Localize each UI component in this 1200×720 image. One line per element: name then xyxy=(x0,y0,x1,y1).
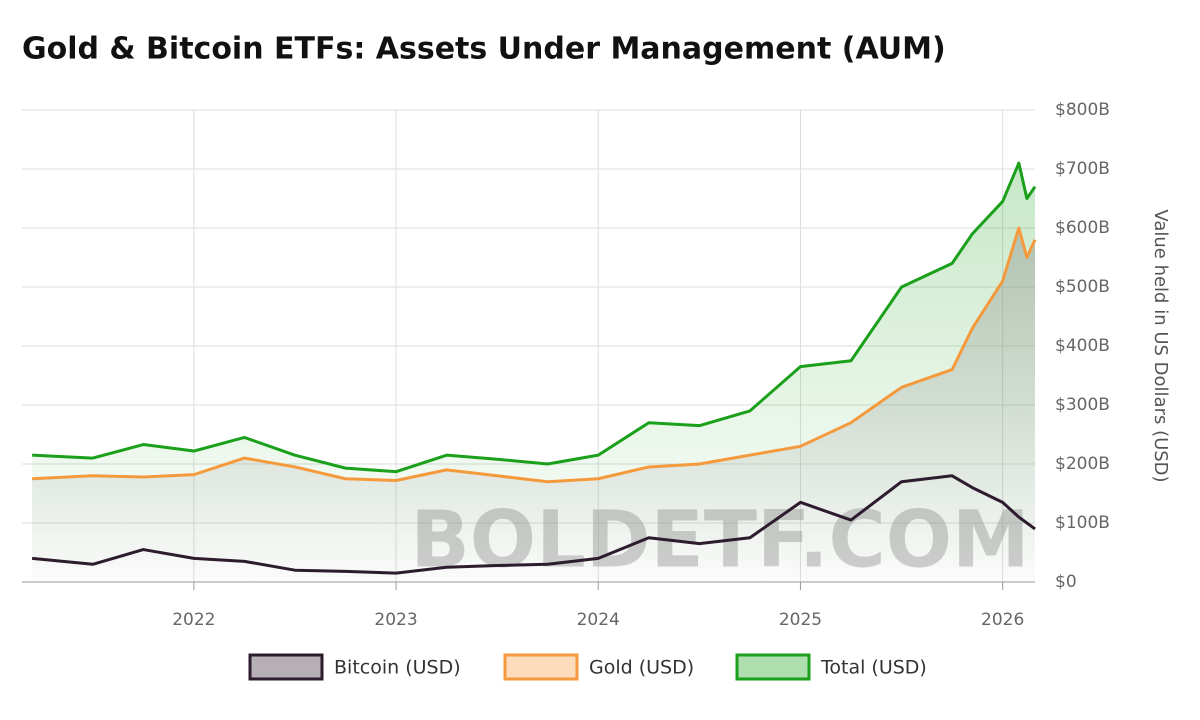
legend-swatch xyxy=(503,653,579,681)
line xyxy=(31,474,1036,575)
y-tick-label: $200B xyxy=(1055,454,1110,474)
x-tick-label: 2023 xyxy=(374,610,417,630)
line xyxy=(32,161,1037,474)
legend-swatch xyxy=(735,653,811,681)
y-tick-label: $500B xyxy=(1055,277,1110,297)
x-tick-label: 2022 xyxy=(172,610,215,630)
legend-label: Bitcoin (USD) xyxy=(334,657,461,679)
y-tick-label: $400B xyxy=(1055,336,1110,356)
y-axis-label: Value held in US Dollars (USD) xyxy=(1150,209,1171,482)
y-tick-label: $700B xyxy=(1055,159,1110,179)
y-tick-label: $300B xyxy=(1055,395,1110,415)
y-tick-label: $100B xyxy=(1055,513,1110,533)
y-tick-label: $0 xyxy=(1055,572,1077,592)
legend-swatch xyxy=(248,653,324,681)
x-tick-label: 2025 xyxy=(779,610,822,630)
chart-title: Gold & Bitcoin ETFs: Assets Under Manage… xyxy=(22,32,946,67)
legend-label: Total (USD) xyxy=(820,657,927,679)
area xyxy=(32,228,1035,582)
x-tick-label: 2026 xyxy=(981,610,1024,630)
legend-label: Gold (USD) xyxy=(589,657,694,679)
y-tick-label: $800B xyxy=(1055,100,1110,120)
line xyxy=(32,226,1037,484)
y-tick-label: $600B xyxy=(1055,218,1110,238)
x-tick-label: 2024 xyxy=(577,610,620,630)
